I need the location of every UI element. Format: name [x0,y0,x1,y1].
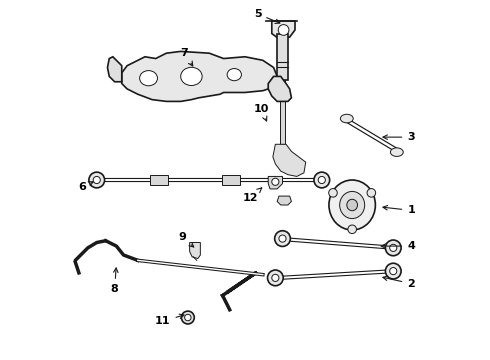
Ellipse shape [386,263,401,279]
Ellipse shape [140,71,157,86]
Text: 8: 8 [111,268,119,294]
Ellipse shape [386,240,401,256]
Ellipse shape [89,172,104,188]
Ellipse shape [340,192,365,219]
Text: 2: 2 [383,276,415,289]
Polygon shape [268,176,283,189]
Text: 5: 5 [254,9,280,23]
Ellipse shape [318,176,325,184]
Ellipse shape [93,176,100,184]
Ellipse shape [348,225,356,234]
Text: 3: 3 [383,132,415,142]
Polygon shape [190,243,200,258]
Text: 9: 9 [178,232,194,247]
Polygon shape [107,57,122,82]
Text: 6: 6 [78,182,93,192]
Ellipse shape [329,189,337,197]
Ellipse shape [227,68,242,81]
Text: 1: 1 [383,205,415,215]
Ellipse shape [390,267,397,275]
Polygon shape [150,175,168,185]
Polygon shape [277,33,288,80]
Ellipse shape [391,148,403,157]
Polygon shape [273,144,306,176]
Ellipse shape [268,270,283,286]
Polygon shape [280,80,285,144]
Text: 12: 12 [243,188,262,203]
Ellipse shape [341,114,353,123]
Polygon shape [272,21,295,39]
Ellipse shape [278,24,289,35]
Ellipse shape [275,231,291,247]
Ellipse shape [185,314,191,321]
Ellipse shape [279,235,286,242]
Ellipse shape [367,189,376,197]
Ellipse shape [390,244,397,251]
Text: 7: 7 [180,48,193,66]
Polygon shape [222,175,240,185]
Text: 11: 11 [155,314,184,326]
Ellipse shape [181,311,194,324]
Text: 4: 4 [381,241,415,251]
Polygon shape [122,51,277,102]
Polygon shape [277,196,292,205]
Ellipse shape [272,178,279,185]
Text: 10: 10 [253,104,269,121]
Ellipse shape [314,172,330,188]
Polygon shape [268,76,292,102]
Ellipse shape [329,180,375,230]
Ellipse shape [181,67,202,86]
Ellipse shape [347,199,358,211]
Ellipse shape [272,274,279,282]
